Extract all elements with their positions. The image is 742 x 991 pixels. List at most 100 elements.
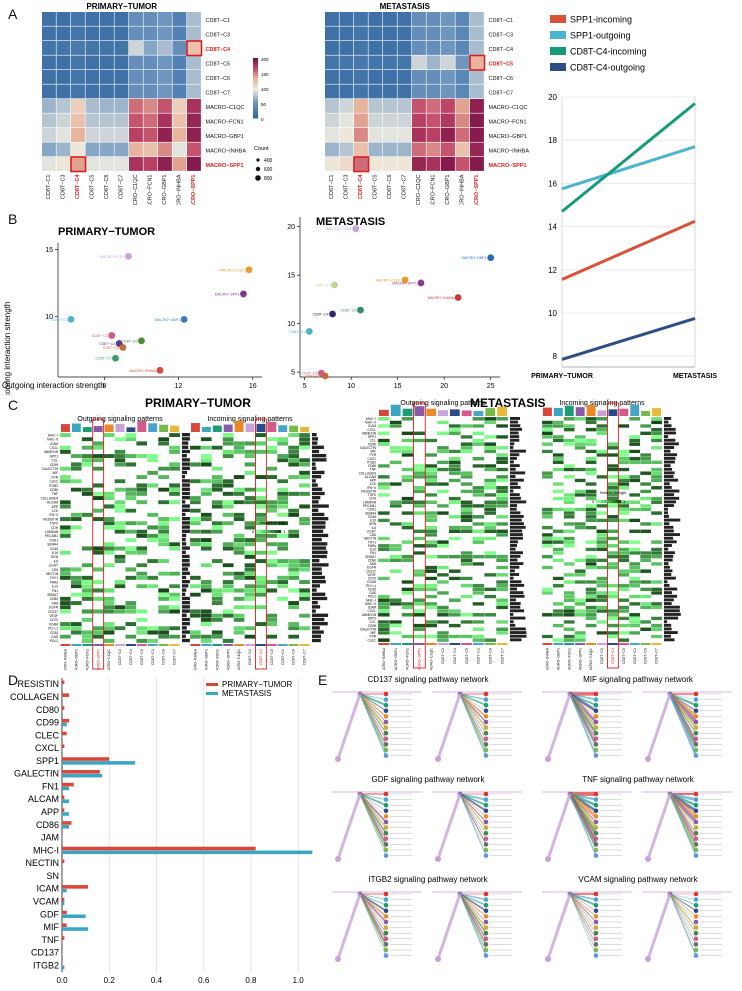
- pattern-cell: [255, 571, 267, 576]
- pattern-cell: [472, 562, 485, 566]
- pattern-side-bar: [664, 573, 672, 576]
- pattern-cell: [650, 572, 663, 577]
- count-legend-title: Count: [254, 146, 269, 152]
- pattern-cell: [277, 512, 289, 518]
- pattern-cell: [158, 550, 170, 555]
- pattern-side-bar: [182, 538, 186, 542]
- bar-primary: [62, 731, 67, 736]
- pattern-cell: [436, 627, 450, 632]
- pattern-cell: [377, 503, 390, 508]
- pattern-cell: [136, 474, 148, 480]
- pattern-row-label: MHC−I: [48, 433, 58, 437]
- network-target-node: [483, 925, 489, 930]
- pattern-cell: [596, 583, 608, 588]
- pattern-cell: [629, 583, 641, 588]
- pattern-cell: [629, 525, 641, 530]
- bar-legend-swatch: [206, 692, 218, 695]
- network-edge: [359, 893, 387, 900]
- pattern-cell: [618, 474, 630, 479]
- heatmap-cell: [339, 157, 354, 171]
- pattern-cell: [618, 435, 630, 439]
- count-legend-dot: [255, 166, 261, 172]
- pattern-cell: [640, 529, 652, 534]
- pattern-cell: [596, 601, 608, 606]
- pattern-cell: [288, 542, 300, 547]
- pattern-side-bar: [312, 491, 325, 496]
- pattern-cell: [103, 529, 115, 534]
- pattern-cell: [244, 542, 256, 547]
- pattern-top-bar: [191, 423, 200, 432]
- pattern-cell: [266, 550, 278, 555]
- pattern-side-bar: [182, 483, 194, 487]
- heatmap-cell: [368, 55, 383, 70]
- pattern-cell: [125, 474, 137, 480]
- pattern-cell: [222, 474, 234, 480]
- pattern-cell: [147, 483, 159, 488]
- pattern-cell: [563, 558, 575, 563]
- pattern-row-label: LCK: [52, 509, 59, 513]
- pattern-cell: [552, 514, 564, 519]
- pattern-cell: [618, 638, 630, 643]
- pattern-side-bar: [510, 460, 514, 464]
- network-edge: [646, 793, 672, 860]
- network-edge: [336, 693, 362, 760]
- pattern-cell: [125, 605, 137, 610]
- pattern-cell: [448, 485, 461, 490]
- pattern-cell: [650, 638, 663, 643]
- pattern-cell: [460, 489, 473, 494]
- pattern-cell: [496, 482, 509, 487]
- pattern-cell: [401, 474, 414, 479]
- pattern-cell: [168, 563, 181, 568]
- pattern-side-bar: [510, 514, 524, 518]
- heatmap-cell: [354, 128, 368, 142]
- network-target-node: [383, 719, 389, 725]
- pattern-side-bar: [182, 613, 187, 617]
- network-title: VCAM signaling pathway network: [578, 875, 698, 884]
- pattern-cell: [401, 482, 414, 487]
- pattern-cell: [541, 460, 554, 465]
- pattern-cell: [425, 496, 438, 501]
- pattern-side-bar: [510, 522, 524, 526]
- pattern-cell: [233, 495, 245, 501]
- pattern-cell: [244, 609, 256, 614]
- pattern-cell: [168, 512, 181, 518]
- pattern-cell: [574, 522, 586, 526]
- pattern-side-bar: [312, 508, 319, 512]
- pattern-cell: [436, 449, 450, 454]
- pattern-cell: [158, 441, 170, 446]
- pattern-cell: [640, 518, 652, 523]
- pattern-cell: [136, 550, 148, 555]
- pattern-cell: [552, 445, 564, 450]
- heatmap-cell: [187, 157, 201, 171]
- network-target-node: [693, 714, 699, 719]
- heatmap-cell: [339, 99, 354, 113]
- pattern-row-label: ALCAM: [365, 475, 376, 479]
- colorbar-segment: [253, 62, 258, 65]
- pattern-cell: [650, 627, 663, 632]
- heatmap-cell: [339, 128, 354, 142]
- network-target-node: [383, 802, 389, 808]
- pattern-cell: [244, 483, 256, 488]
- scatter-point-label: CD8T−C4: [99, 342, 115, 346]
- pattern-cell: [484, 420, 497, 425]
- pattern-cell: [59, 516, 72, 522]
- pattern-cell: [158, 546, 170, 551]
- pattern-cell: [563, 460, 575, 465]
- pattern-cell: [448, 587, 461, 592]
- pattern-cell: [436, 536, 450, 541]
- pattern-cell: [448, 543, 461, 548]
- pattern-cell: [70, 537, 82, 543]
- pattern-cell: [472, 583, 485, 588]
- pattern-row-label: CD30: [50, 631, 58, 635]
- pattern-cell: [389, 500, 402, 505]
- pattern-col-colorbar: [449, 643, 461, 645]
- pattern-cell: [472, 507, 485, 512]
- pattern-cell: [596, 435, 608, 439]
- pattern-side-bar: [312, 466, 317, 470]
- pattern-col-label: CD8T−C4: [453, 648, 457, 664]
- pattern-cell: [168, 533, 181, 539]
- pattern-cell: [574, 634, 586, 639]
- pattern-cell: [436, 416, 450, 421]
- pattern-cell: [650, 445, 663, 450]
- pattern-cell: [448, 594, 461, 599]
